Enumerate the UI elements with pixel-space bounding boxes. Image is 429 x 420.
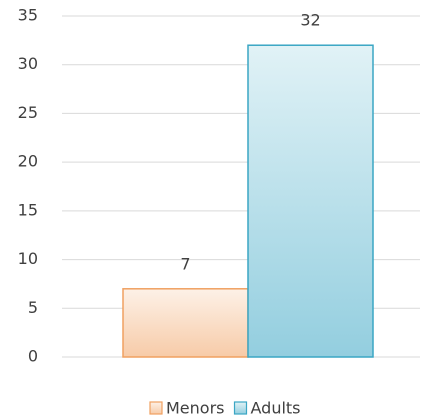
y-tick-label: 10: [18, 249, 38, 268]
legend-label: Menors: [166, 399, 225, 418]
y-tick-label: 25: [18, 103, 38, 122]
y-tick-label: 15: [18, 200, 38, 219]
legend-label: Adults: [251, 399, 301, 418]
bar: [122, 288, 249, 358]
y-tick-label: 35: [18, 6, 38, 25]
data-label: 32: [300, 11, 320, 30]
y-tick-label: 0: [28, 347, 38, 366]
y-tick-label: 20: [18, 152, 38, 171]
legend-swatch: [149, 401, 163, 415]
legend-swatch: [233, 401, 248, 415]
y-tick-label: 30: [18, 54, 38, 73]
bar: [247, 44, 374, 358]
data-label: 7: [180, 254, 190, 273]
y-tick-label: 5: [28, 298, 38, 317]
